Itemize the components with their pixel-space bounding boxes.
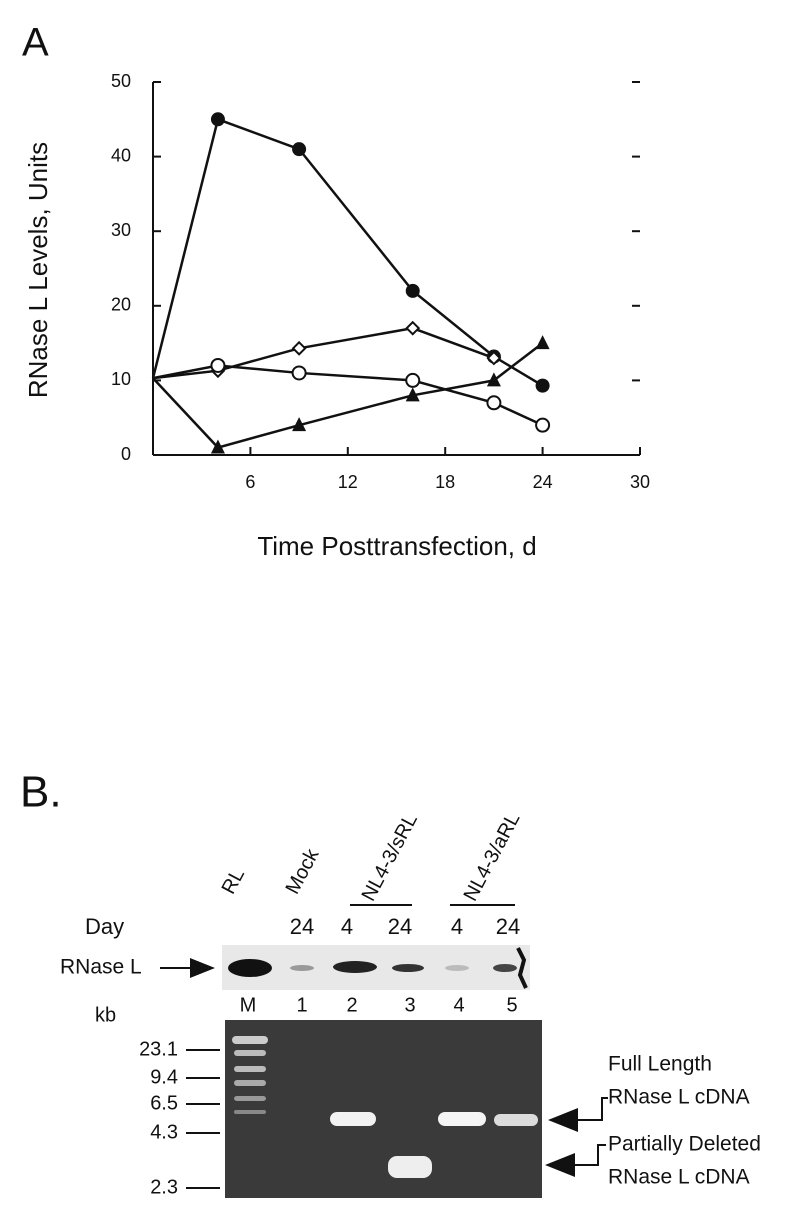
lane-number: 1 <box>296 994 307 1016</box>
series-line <box>152 342 544 449</box>
point <box>405 320 421 336</box>
bracket <box>575 1144 606 1166</box>
blot-label: RNase L <box>60 956 142 979</box>
point <box>210 112 225 127</box>
gel <box>225 1020 542 1198</box>
y-tick-label: 10 <box>111 369 131 389</box>
day: 24 <box>388 914 412 939</box>
y-tick-label: 50 <box>111 71 131 91</box>
annotation: RNase L cDNA <box>608 1166 750 1189</box>
y-axis-label: RNase L Levels, Units <box>23 142 53 398</box>
point <box>405 387 420 402</box>
point <box>486 350 502 366</box>
point <box>210 439 225 454</box>
point <box>291 340 307 356</box>
unit-label: kb <box>95 1004 116 1026</box>
point <box>535 335 550 350</box>
day: 4 <box>451 914 463 939</box>
series-line <box>152 326 495 380</box>
size-marker: 6.5 <box>150 1092 178 1114</box>
size-marker-ticks <box>186 1049 220 1189</box>
blot <box>222 945 530 990</box>
x-tick-label: 24 <box>533 472 553 492</box>
size-marker: 2.3 <box>150 1176 178 1198</box>
lane-label: NL4-3/aRL <box>460 809 525 905</box>
day-label: Day <box>85 914 124 939</box>
point <box>535 417 551 433</box>
lane-number: M <box>240 994 257 1016</box>
lane-number: 3 <box>404 994 415 1016</box>
series-line <box>151 117 544 387</box>
size-marker: 9.4 <box>150 1066 178 1088</box>
y-tick-label: 30 <box>111 220 131 240</box>
lane-label: Mock <box>282 844 324 897</box>
annotation: Full Length <box>608 1053 712 1076</box>
day: 24 <box>496 914 520 939</box>
arrow-head <box>548 1108 578 1132</box>
lane-label: NL4-3/sRL <box>358 810 422 905</box>
y-tick-label: 0 <box>121 444 131 464</box>
point <box>405 372 421 388</box>
size-marker: 4.3 <box>150 1121 178 1143</box>
point <box>486 395 502 411</box>
point <box>292 417 307 432</box>
arrow-head <box>545 1153 575 1177</box>
annotation: RNase L cDNA <box>608 1086 750 1109</box>
x-tick-label: 12 <box>338 472 358 492</box>
size-marker: 23.1 <box>139 1038 178 1060</box>
point <box>291 365 307 381</box>
lane-number: 4 <box>453 994 464 1016</box>
point <box>535 378 550 393</box>
series-line <box>152 364 544 427</box>
point <box>486 372 501 387</box>
lane-label: RL <box>218 865 249 898</box>
x-tick-label: 6 <box>245 472 255 492</box>
point <box>405 283 420 298</box>
y-tick-label: 40 <box>111 145 131 165</box>
panel-label: A <box>22 21 49 65</box>
lane-number: 2 <box>346 994 357 1016</box>
point <box>210 357 226 373</box>
annotation: Partially Deleted <box>608 1133 761 1156</box>
day: 24 <box>290 914 314 939</box>
bracket <box>575 1097 608 1121</box>
point <box>292 142 307 157</box>
x-tick-label: 30 <box>630 472 650 492</box>
lane-number: 5 <box>506 994 517 1016</box>
x-axis-label: Time Posttransfection, d <box>257 531 536 561</box>
day: 4 <box>341 914 353 939</box>
x-tick-label: 18 <box>435 472 455 492</box>
arrow-head <box>190 958 215 978</box>
y-tick-label: 20 <box>111 295 131 315</box>
panel-label: B. <box>20 768 62 817</box>
